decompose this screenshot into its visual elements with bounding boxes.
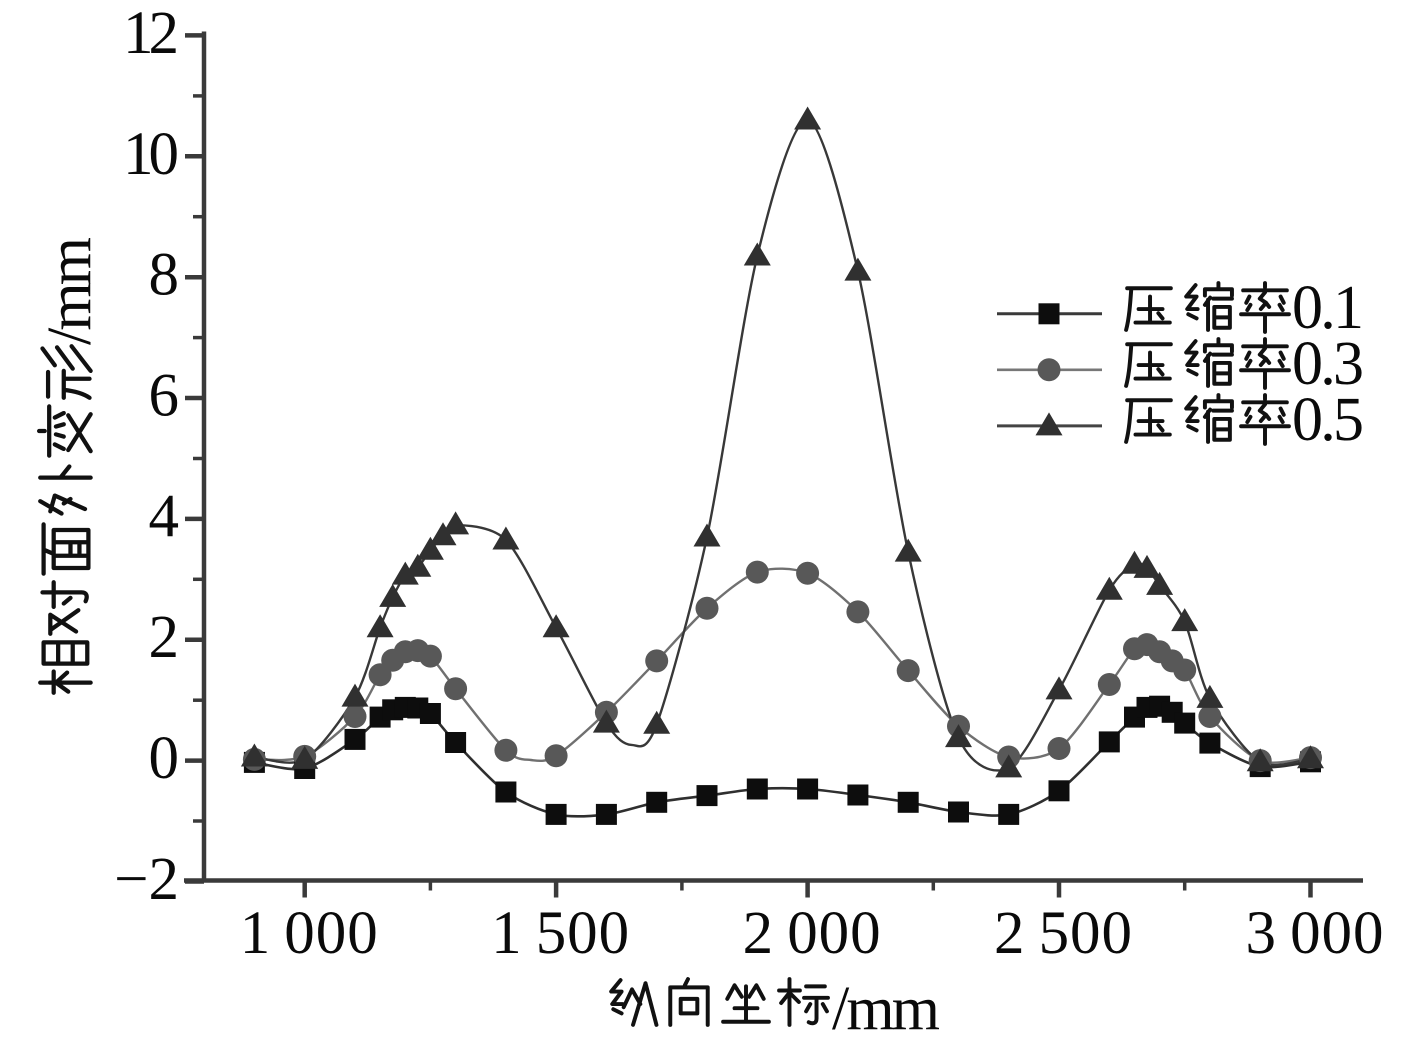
svg-text:1 500: 1 500 [491,900,629,967]
svg-text:3 000: 3 000 [1246,900,1384,967]
svg-text:/mm: /mm [36,237,104,345]
svg-text:2: 2 [149,604,180,671]
svg-text:−2: −2 [114,846,179,913]
svg-text:0.1: 0.1 [1292,274,1364,342]
svg-text:4: 4 [149,483,180,550]
svg-text:1 000: 1 000 [240,900,378,967]
svg-text:12: 12 [123,0,179,67]
svg-text:2 500: 2 500 [994,900,1132,967]
svg-text:10: 10 [123,121,179,188]
svg-text:2 000: 2 000 [743,900,881,967]
svg-text:6: 6 [149,363,180,430]
svg-text:0.5: 0.5 [1292,386,1364,454]
svg-text:0.3: 0.3 [1292,330,1364,398]
svg-text:0: 0 [149,725,180,792]
svg-text:/mm: /mm [832,975,940,1042]
svg-text:8: 8 [149,242,180,309]
